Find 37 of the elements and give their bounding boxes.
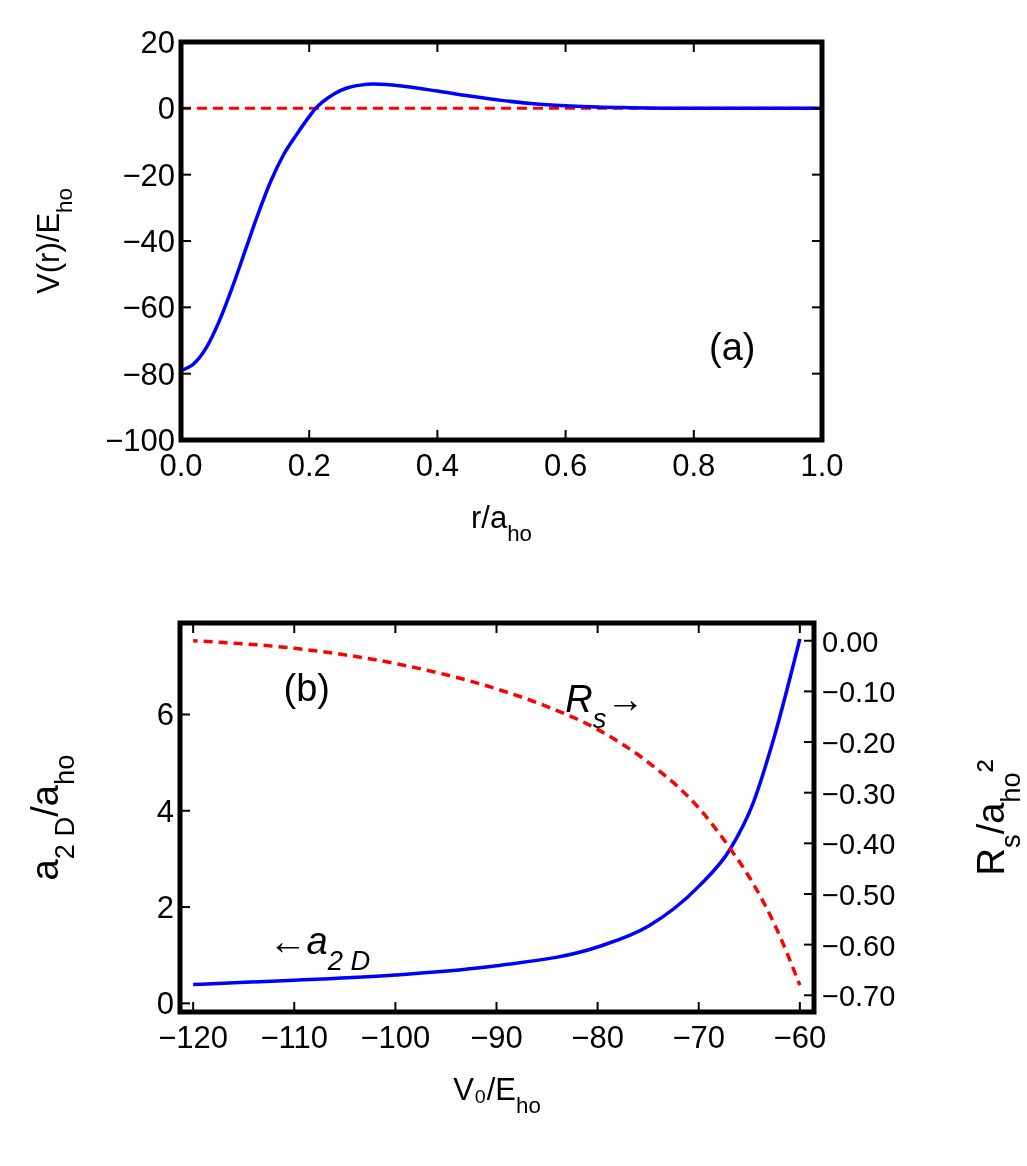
x-tick-label: 1.0 [800, 448, 844, 483]
x-tick-label: 0.6 [544, 448, 588, 483]
y2-tick-label: 0.00 [822, 625, 879, 658]
y-tick-label: −40 [122, 224, 175, 259]
x-tick-label: −100 [360, 1020, 431, 1055]
x-tick-label: 0.8 [672, 448, 716, 483]
annotation: (a) [709, 326, 756, 369]
x-tick-label: −110 [260, 1020, 329, 1055]
y2-tick-label: −0.70 [822, 980, 896, 1013]
x-tick-label: 0.4 [415, 448, 459, 483]
x-tick-label: −60 [773, 1020, 827, 1055]
y-tick-label: 0 [156, 986, 174, 1022]
annotation: R$_{s}$→ [565, 678, 645, 734]
y2-tick-label: −0.10 [822, 676, 896, 709]
x-tick-label: −70 [672, 1020, 726, 1055]
x-axis-title: V₀/E$_{ho}$ [453, 1072, 541, 1118]
x-tick-label: −90 [470, 1020, 523, 1055]
annotation: (b) [283, 666, 331, 709]
y2-tick-label: −0.20 [822, 727, 896, 760]
line-series [181, 82, 822, 373]
x-tick-label: 0.2 [287, 448, 331, 483]
y-tick-label: 6 [156, 697, 174, 733]
x-tick-label: −80 [571, 1020, 624, 1055]
y2-tick-label: −0.60 [822, 929, 896, 962]
annotation: ←a$_{2 D}$ [268, 919, 371, 976]
y-tick-label: −60 [122, 290, 175, 326]
y2-tick-label: −0.50 [822, 878, 896, 911]
y-tick-label: 4 [156, 793, 174, 829]
x-tick-label: −120 [158, 1020, 229, 1055]
y-tick-label: −80 [122, 356, 175, 392]
y-tick-label: 2 [156, 890, 174, 926]
y2-tick-label: −0.30 [822, 777, 896, 810]
y2-tick-label: −0.40 [822, 828, 896, 861]
x-axis-title: r/a$_{ho}$ [470, 500, 533, 546]
y-tick-label: 0 [157, 91, 175, 127]
y-tick-label: −20 [122, 157, 175, 193]
y-tick-label: 20 [140, 25, 175, 60]
